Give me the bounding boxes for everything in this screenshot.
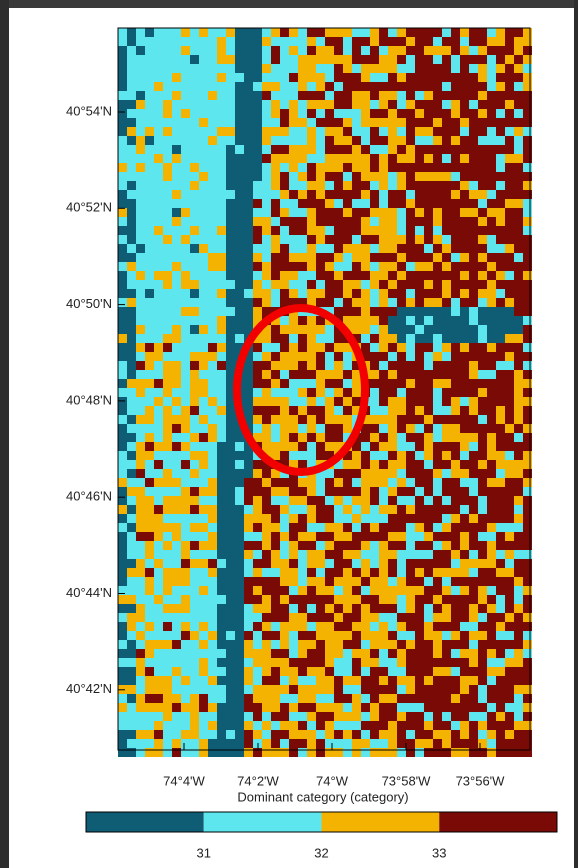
lon-tick-label: 73°56'W [456, 773, 506, 788]
lat-tick-label: 40°54'N [66, 103, 112, 118]
colorbar-title: Dominant category (category) [237, 789, 408, 804]
colorbar-swatch [204, 812, 322, 832]
lat-tick-label: 40°46'N [66, 489, 112, 504]
lon-tick-label: 74°W [316, 773, 349, 788]
top-bar [0, 0, 578, 8]
map-figure: Dominant category (category) 40°54'N 40°5… [0, 0, 578, 868]
colorbar-label: 31 [197, 845, 211, 860]
colorbar-swatch [322, 812, 440, 832]
colorbar: 31 32 33 [86, 812, 557, 860]
lat-tick-label: 40°52'N [66, 200, 112, 215]
raster [118, 28, 532, 757]
lat-tick-label: 40°44'N [66, 585, 112, 600]
lon-tick-label: 73°58'W [382, 773, 432, 788]
page: Dominant category (category) 40°54'N 40°5… [0, 0, 578, 868]
colorbar-swatch [439, 812, 557, 832]
colorbar-swatch [86, 812, 204, 832]
lon-tick-label: 74°4'W [163, 773, 205, 788]
right-edge [574, 0, 578, 868]
left-edge [0, 0, 9, 868]
lat-tick-label: 40°50'N [66, 296, 112, 311]
colorbar-label: 32 [314, 845, 328, 860]
lat-tick-label: 40°42'N [66, 681, 112, 696]
lon-tick-label: 74°2'W [237, 773, 279, 788]
lat-tick-label: 40°48'N [66, 392, 112, 407]
colorbar-label: 33 [432, 845, 446, 860]
